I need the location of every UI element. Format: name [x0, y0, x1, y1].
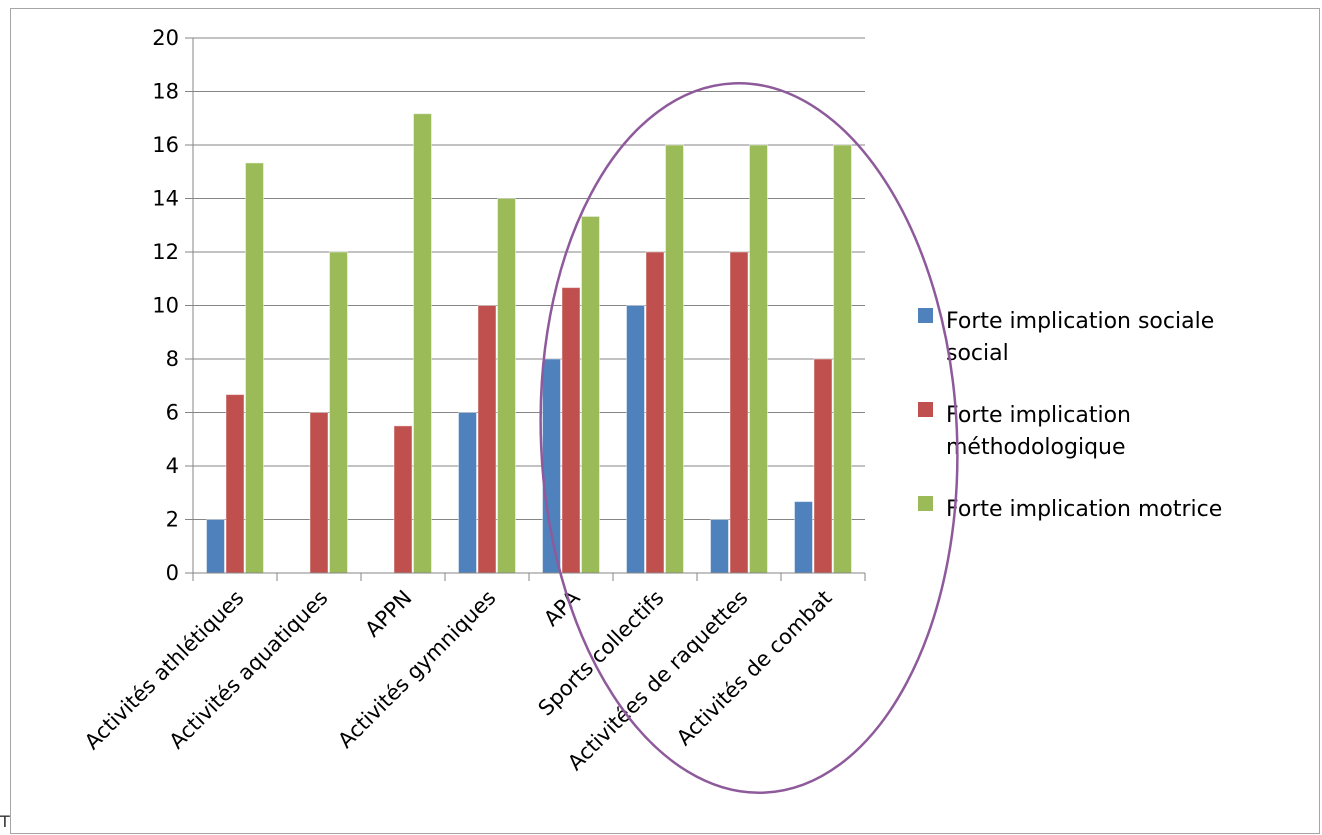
y-tick-label: 0 [166, 561, 179, 585]
x-category-label: Activités de combat [672, 586, 837, 751]
bar [645, 251, 665, 574]
y-tick-label: 18 [152, 80, 179, 104]
bar [794, 501, 813, 574]
corner-text-fragment: T [0, 812, 10, 831]
legend-label: social [946, 341, 1009, 366]
highlight-ellipse-shape [539, 81, 959, 795]
bar [245, 162, 264, 574]
bar [393, 425, 413, 574]
legend-label: Forte implication motrice [946, 497, 1222, 522]
bar [477, 305, 497, 574]
legend-label: Forte implication sociale [946, 309, 1214, 334]
legend-swatch [918, 402, 933, 417]
legend-label: Forte implication [946, 403, 1131, 428]
y-tick-label: 4 [166, 454, 179, 478]
bar [413, 113, 432, 574]
legend: Forte implication sociale social Forte imp… [918, 308, 1222, 522]
bar [309, 412, 329, 574]
y-tick-label: 14 [152, 187, 179, 211]
bar [626, 305, 645, 574]
y-axis: 0 2 4 6 8 10 12 14 16 18 20 [152, 26, 194, 585]
x-category-label: Activités aquatiques [165, 586, 333, 754]
bar [225, 394, 245, 574]
chart-frame [10, 8, 1320, 834]
bar [729, 251, 749, 574]
bar [458, 412, 477, 574]
bar [206, 519, 225, 574]
legend-label: méthodologique [946, 435, 1126, 460]
bar [833, 144, 852, 574]
x-category-label: APPN [360, 586, 416, 642]
bar [497, 198, 516, 574]
bar [749, 144, 768, 574]
bar [665, 144, 684, 574]
y-tick-label: 8 [166, 347, 179, 371]
y-tick-label: 20 [152, 26, 179, 50]
bar [813, 358, 833, 574]
x-category-label: Activités athlétiques [80, 586, 249, 755]
y-tick-label: 10 [152, 294, 179, 318]
bars [206, 113, 852, 574]
bar [329, 251, 348, 574]
y-tick-label: 12 [152, 240, 179, 264]
legend-swatch [918, 496, 933, 511]
highlight-ellipse [539, 81, 959, 795]
bar [710, 519, 729, 574]
y-tick-label: 16 [152, 133, 179, 157]
y-tick-label: 2 [166, 508, 179, 532]
bar [581, 215, 600, 574]
y-tick-label: 6 [166, 401, 179, 425]
legend-swatch [918, 308, 933, 323]
bar [561, 287, 581, 574]
x-category-label: Activités gymniques [333, 586, 500, 753]
